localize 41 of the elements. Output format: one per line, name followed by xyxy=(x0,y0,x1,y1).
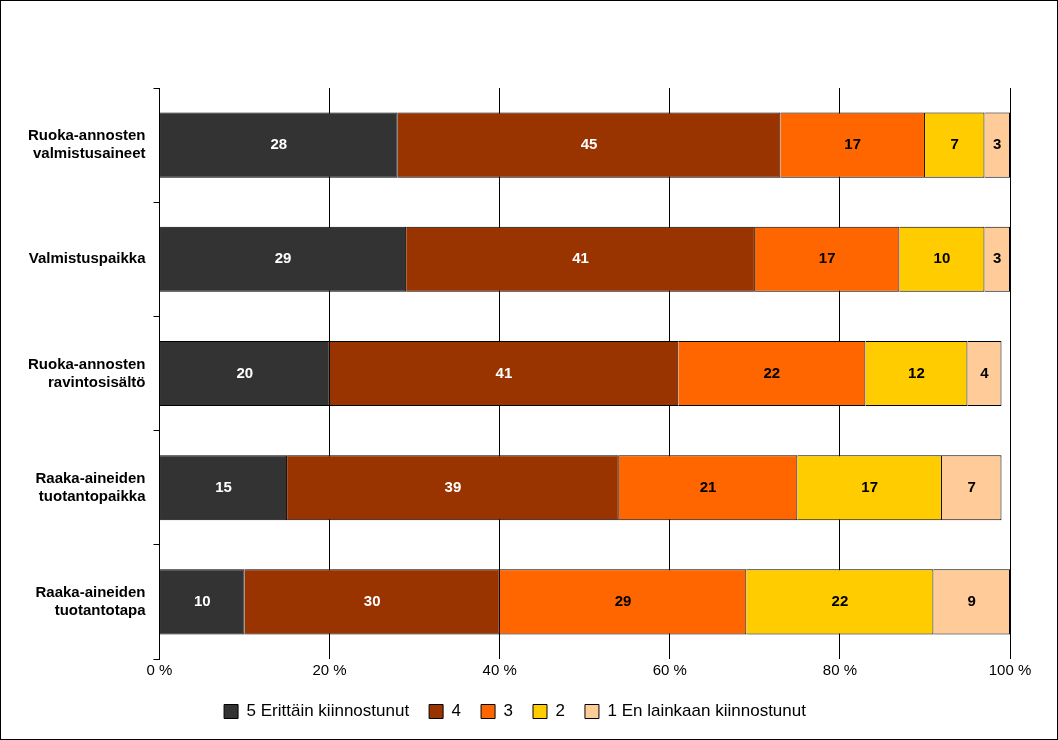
data-label: 10 xyxy=(933,249,951,267)
data-label: 21 xyxy=(699,477,717,495)
y-tick-label: Valmistuspaikka xyxy=(28,249,147,267)
data-label: 7 xyxy=(950,135,959,153)
y-tick-label: Raaka-aineiden tuotantotapa xyxy=(35,583,147,619)
data-label: 15 xyxy=(215,477,232,495)
data-label: 41 xyxy=(572,249,589,267)
x-tick-label: 100 % xyxy=(988,661,1032,679)
data-label: 17 xyxy=(844,135,861,153)
x-tick-label: 40 % xyxy=(482,661,517,679)
data-label: 20 xyxy=(236,363,254,381)
data-label: 39 xyxy=(444,477,462,495)
data-label: 30 xyxy=(363,592,381,610)
data-label: 41 xyxy=(495,363,513,381)
x-tick-label: 0 % xyxy=(146,661,173,679)
data-label: 12 xyxy=(908,363,925,381)
data-label: 45 xyxy=(580,135,598,153)
legend-label: 4 xyxy=(451,701,462,721)
data-label: 7 xyxy=(967,477,976,495)
data-label: 28 xyxy=(270,135,288,153)
data-label: 29 xyxy=(274,249,292,267)
legend-label: 3 xyxy=(503,701,514,721)
legend-label: 1 En lainkaan kiinnostunut xyxy=(607,701,807,721)
data-label: 10 xyxy=(193,592,211,610)
data-label: 29 xyxy=(614,592,632,610)
y-tick-label: Ruoka-annosten ravintosisältö xyxy=(27,354,146,390)
x-tick-label: 80 % xyxy=(822,661,857,679)
legend-label: 5 Erittäin kiinnostunut xyxy=(246,701,410,721)
data-label: 17 xyxy=(818,249,836,267)
legend-label: 2 xyxy=(555,701,565,721)
x-tick-label: 20 % xyxy=(312,661,347,679)
data-label: 3 xyxy=(993,135,1002,153)
data-label: 3 xyxy=(993,249,1002,267)
data-label: 9 xyxy=(967,592,976,610)
data-label: 17 xyxy=(861,477,879,495)
data-label: 22 xyxy=(763,363,781,381)
x-tick-label: 60 % xyxy=(652,661,687,679)
y-tick-label: Raaka-aineiden tuotantopaikka xyxy=(35,468,147,504)
data-label: 4 xyxy=(980,363,990,381)
data-label: 22 xyxy=(831,592,849,610)
y-tick-label: Ruoka-annosten valmistusaineet xyxy=(27,126,146,162)
